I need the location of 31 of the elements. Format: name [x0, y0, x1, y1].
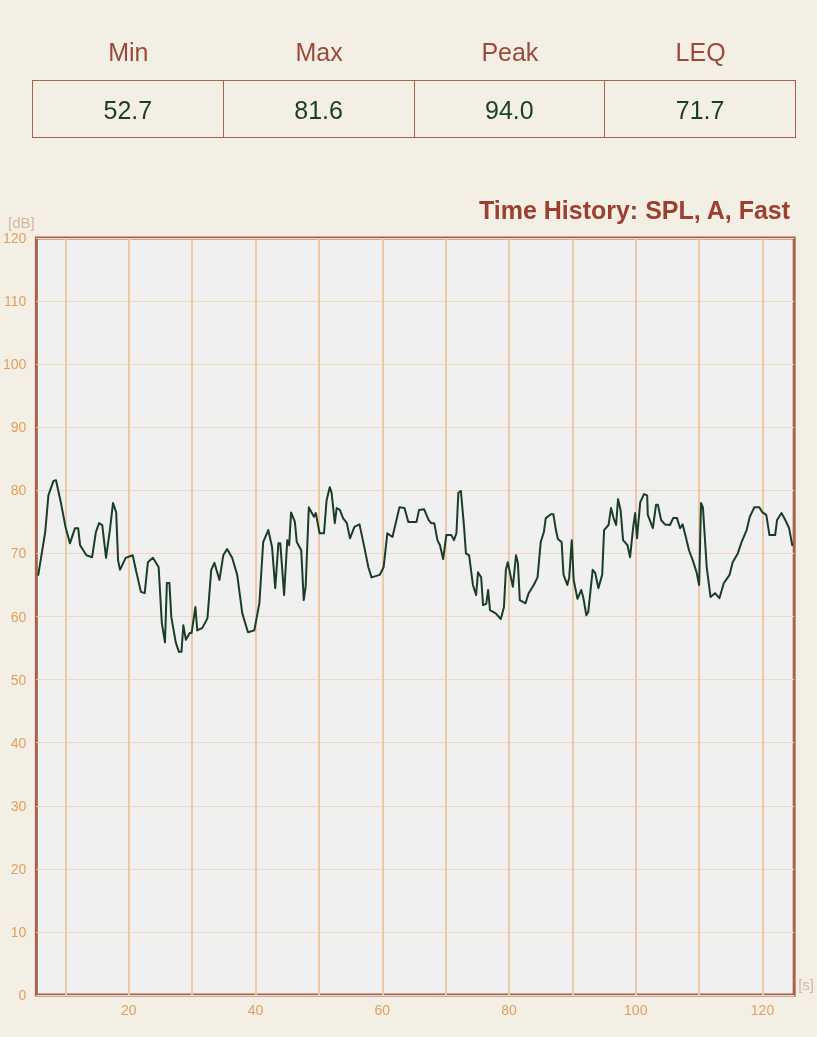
- x-tick-label: 120: [750, 1002, 775, 1018]
- x-axis-title: [s]: [798, 976, 815, 993]
- y-tick-label: 20: [10, 860, 27, 877]
- text: 52.7: [32, 80, 224, 138]
- y-tick-label: 60: [10, 608, 27, 625]
- y-tick-label: 70: [10, 545, 27, 562]
- y-tick-label: 90: [10, 419, 27, 436]
- y-tick-label: 120: [3, 230, 27, 246]
- category-label: Peak: [480, 37, 540, 68]
- x-tick-label: 80: [501, 1002, 518, 1018]
- text: 81.6: [222, 80, 415, 138]
- x-tick-label: 40: [247, 1002, 264, 1018]
- y-tick-label: 10: [10, 923, 27, 940]
- y-tick-label: 80: [10, 482, 27, 499]
- y-tick-label: 110: [4, 293, 27, 310]
- x-tick-label: 100: [624, 1002, 648, 1018]
- y-tick-label: 40: [10, 734, 27, 751]
- x-tick-label: 20: [121, 1002, 137, 1018]
- chart-title: Time History: SPL, A, Fast: [478, 195, 791, 224]
- y-tick-label: 0: [18, 987, 27, 1003]
- category-label: Min: [107, 37, 150, 68]
- x-tick-label: 60: [374, 1002, 391, 1018]
- category-label: Max: [294, 37, 344, 68]
- y-tick-label: 50: [10, 671, 27, 688]
- category-label: LEQ: [674, 37, 727, 68]
- y-tick-label: 30: [10, 797, 27, 814]
- y-axis-title: [dB]: [8, 214, 35, 231]
- text: 94.0: [413, 80, 606, 138]
- y-tick-label: 100: [3, 356, 27, 373]
- line-series: [37, 479, 794, 653]
- text: 71.7: [604, 80, 796, 138]
